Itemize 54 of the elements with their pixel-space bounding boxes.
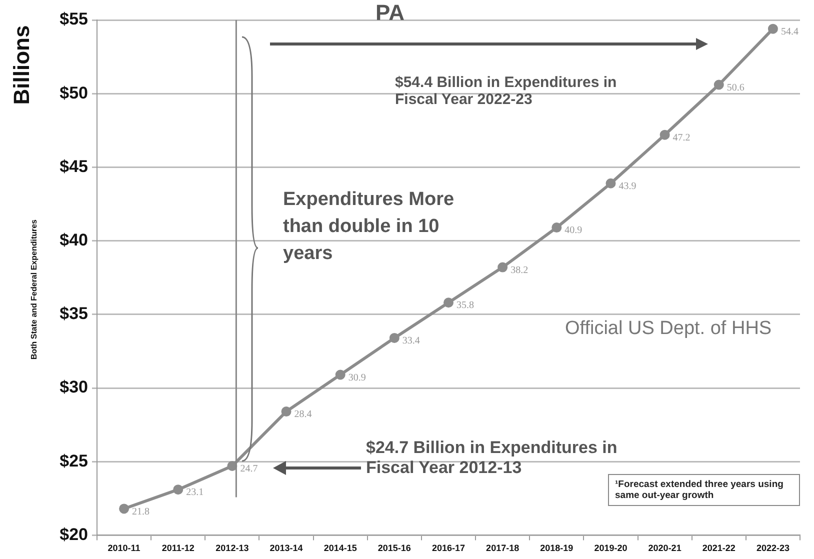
point — [714, 80, 724, 90]
point — [660, 130, 670, 140]
point — [498, 262, 508, 272]
data-label: 50.6 — [726, 82, 744, 94]
x-tick-label: 2011-12 — [162, 543, 194, 554]
data-label: 43.9 — [618, 181, 636, 192]
point — [768, 24, 778, 34]
x-tick-label: 2021-22 — [702, 543, 736, 554]
x-tick-label: 2017-18 — [486, 543, 520, 554]
annotation: Official US Dept. of HHS — [565, 318, 773, 340]
y-tick-label: $45 — [60, 156, 88, 176]
point — [552, 222, 562, 233]
data-label: 54.4 — [780, 26, 798, 38]
x-tick-label: 2013-14 — [270, 543, 303, 554]
y-tick-label: $35 — [60, 304, 88, 324]
x-tick-label: 2015-16 — [378, 543, 411, 554]
data-label: 23.1 — [186, 487, 204, 498]
y-tick-label: $25 — [60, 451, 88, 470]
point — [227, 461, 238, 472]
annotation: $54.4 Billion in Expenditures in Fiscal Year 2022-23 — [395, 74, 618, 108]
x-tick-label: 2012-13 — [216, 543, 249, 554]
x-tick-label: 2010-11 — [108, 543, 140, 554]
point — [606, 178, 616, 188]
x-tick-label: 2022-23 — [756, 543, 790, 554]
data-label: 28.4 — [294, 409, 312, 420]
data-label: 33.4 — [402, 336, 420, 347]
x-tick-label: 2016-17 — [432, 543, 466, 554]
y-tick-label: $55 — [60, 10, 88, 29]
x-tick-label: 2014-15 — [324, 543, 357, 554]
point — [281, 406, 292, 417]
data-label: 35.8 — [456, 300, 474, 312]
y-tick-label: $50 — [60, 83, 88, 102]
text: Billions — [9, 24, 35, 107]
data-label: 21.8 — [132, 506, 150, 518]
data-label: 47.2 — [672, 132, 690, 144]
data-label: 38.2 — [510, 264, 528, 276]
y-tick-label: $30 — [60, 378, 88, 397]
y-tick-label: $40 — [60, 230, 88, 250]
x-tick-label: 2018-19 — [540, 543, 574, 554]
point — [173, 484, 184, 495]
point — [389, 332, 400, 343]
annotation: Expenditures More than double in 10 years — [283, 188, 456, 266]
data-label: 40.9 — [564, 225, 582, 236]
x-tick-label: 2019-20 — [594, 543, 628, 554]
point — [119, 504, 130, 514]
data-label: 24.7 — [240, 464, 258, 475]
point — [444, 298, 454, 308]
x-tick-label: 2020-21 — [648, 543, 682, 554]
y-axis-title: Both State and Federal Expenditures — [30, 218, 38, 362]
chart-title: PA — [374, 0, 406, 26]
annotation: ¹Forecast extended three years using same out-year growth — [608, 474, 800, 506]
point — [335, 370, 346, 380]
data-label: 30.9 — [348, 372, 366, 384]
y-tick-label: $20 — [60, 524, 88, 544]
